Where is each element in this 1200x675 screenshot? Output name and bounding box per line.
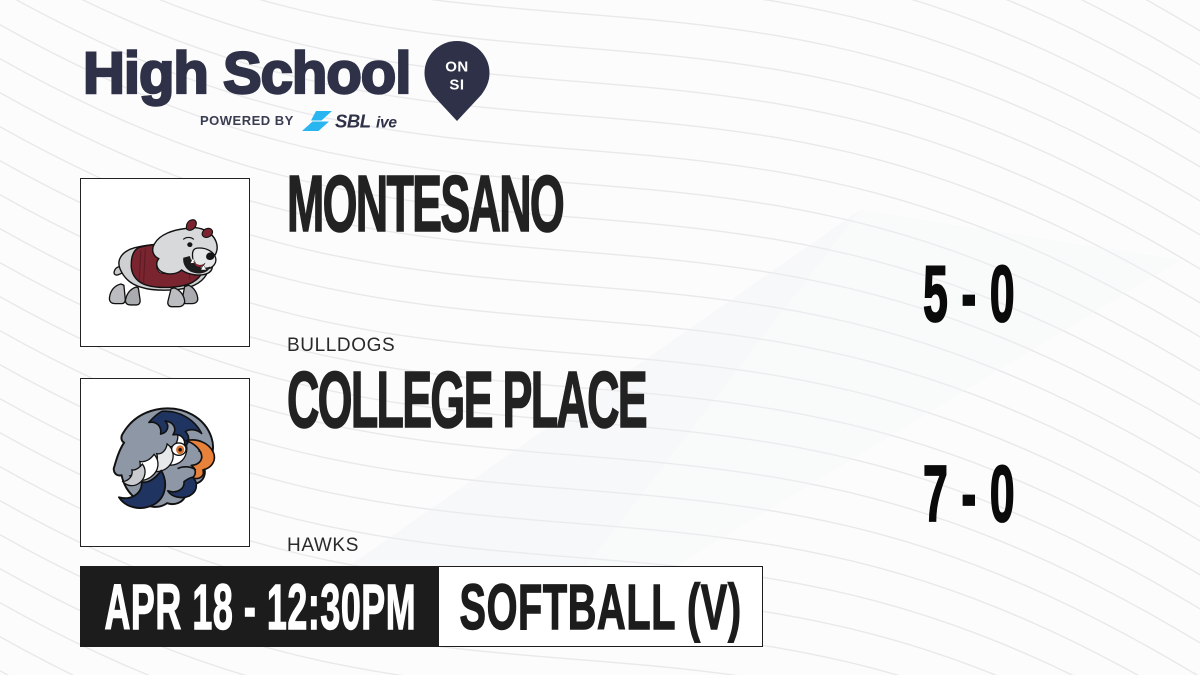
svg-text:ive: ive: [376, 115, 397, 132]
svg-text:SBL: SBL: [335, 111, 371, 132]
svg-text:SI: SI: [449, 76, 464, 93]
svg-text:ON: ON: [445, 58, 469, 75]
